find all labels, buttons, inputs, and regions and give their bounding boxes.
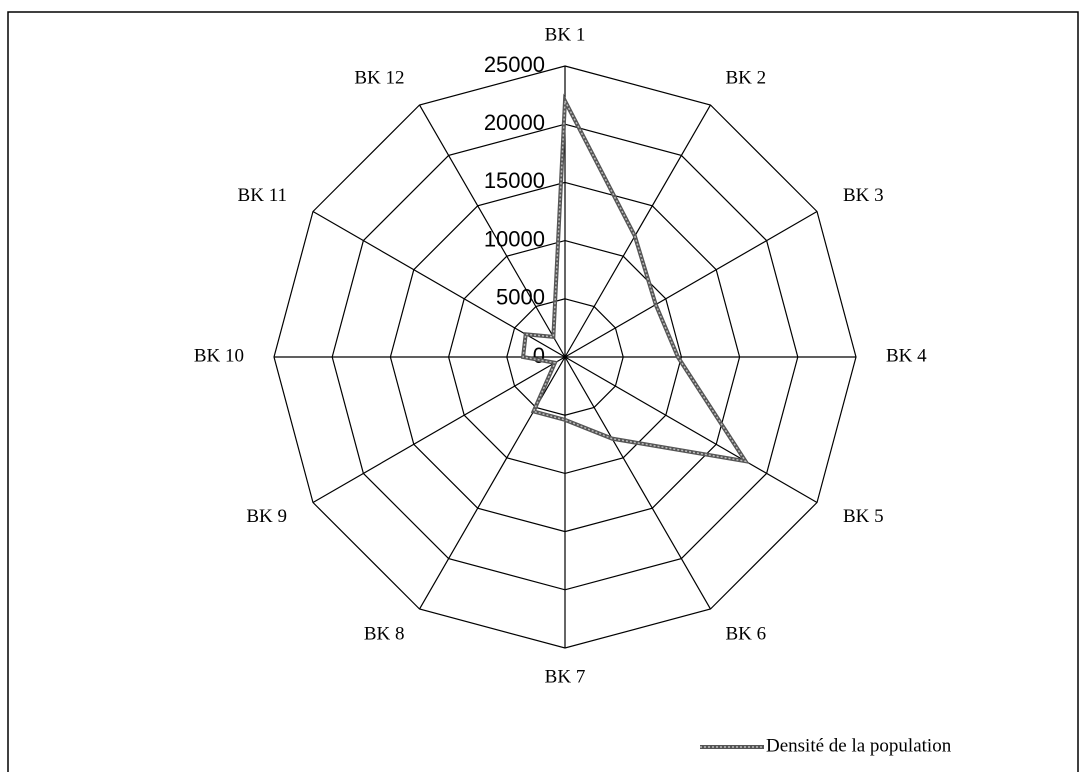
spoke <box>564 356 818 504</box>
tick-label: 15000 <box>484 168 545 193</box>
category-label: BK 7 <box>545 666 586 687</box>
spoke <box>418 104 566 358</box>
tick-label: 20000 <box>484 110 545 135</box>
category-label: BK 2 <box>726 67 767 88</box>
category-label: BK 6 <box>726 623 767 644</box>
category-label: BK 12 <box>354 67 404 88</box>
tick-label: 0 <box>533 343 545 368</box>
spoke <box>564 210 818 358</box>
category-label: BK 9 <box>246 506 287 527</box>
tick-label: 10000 <box>484 226 545 251</box>
category-label: BK 5 <box>843 506 884 527</box>
spoke <box>312 210 566 358</box>
category-label: BK 3 <box>843 185 884 206</box>
spoke <box>312 356 566 504</box>
spoke <box>564 104 712 358</box>
tick-label: 5000 <box>496 285 545 310</box>
category-label: BK 11 <box>238 185 287 206</box>
tick-label: 25000 <box>484 52 545 77</box>
spoke <box>564 356 712 610</box>
series-line <box>520 93 750 464</box>
category-label: BK 4 <box>886 345 927 366</box>
category-label: BK 10 <box>194 345 244 366</box>
legend-label: Densité de la population <box>766 735 952 756</box>
category-label: BK 8 <box>364 623 405 644</box>
category-label: BK 1 <box>545 24 586 45</box>
